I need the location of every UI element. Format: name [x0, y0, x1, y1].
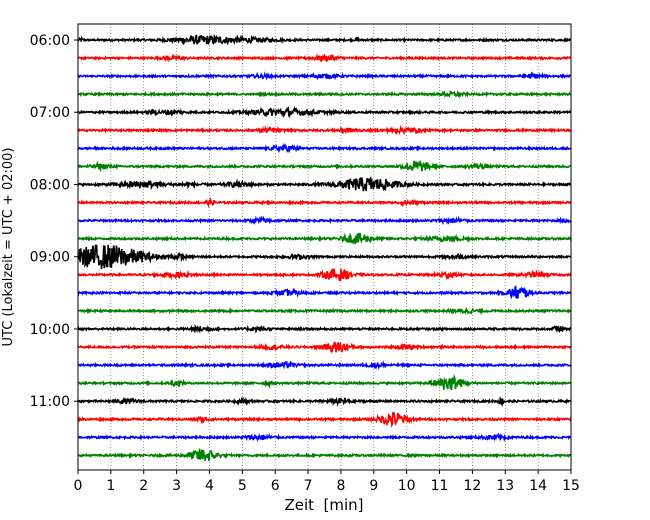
x-tick-label: 5 — [238, 478, 247, 494]
seismogram-trace — [77, 374, 572, 391]
y-tick-label: 09:00 — [30, 250, 70, 266]
seismogram-trace — [77, 159, 572, 173]
x-tick-label: 6 — [271, 478, 280, 494]
seismogram-trace — [77, 89, 572, 99]
y-axis-label: UTC (Lokalzeit = UTC + 02:00) — [1, 148, 16, 347]
seismogram-trace — [77, 232, 572, 245]
y-tick-label: 07:00 — [30, 105, 70, 121]
y-tick-label: 06:00 — [30, 33, 70, 49]
x-tick-label: 7 — [304, 478, 313, 494]
seismogram-trace — [77, 307, 572, 316]
seismogram-trace — [77, 215, 572, 226]
y-tick-label: 11:00 — [30, 394, 70, 410]
seismogram-trace — [77, 71, 572, 81]
y-axis: 06:00 07:00 08:00 09:00 10:00 11:00 — [30, 33, 78, 410]
plot-frame — [77, 23, 572, 471]
seismogram-trace — [77, 244, 572, 270]
x-tick-label: 12 — [463, 478, 481, 494]
x-tick-label: 15 — [562, 478, 580, 494]
seismogram-trace — [77, 448, 572, 462]
x-tick-label: 10 — [398, 478, 416, 494]
seismogram-trace — [77, 324, 572, 334]
x-tick-label: 0 — [74, 478, 83, 494]
seismogram-trace — [77, 268, 572, 282]
y-tick-label: 08:00 — [30, 177, 70, 193]
x-tick-label: 8 — [336, 478, 345, 494]
x-tick-label: 11 — [431, 478, 449, 494]
seismogram-trace — [77, 105, 572, 119]
x-tick-label: 1 — [106, 478, 115, 494]
vertical-grid — [110, 24, 539, 470]
seismogram-trace — [77, 53, 572, 63]
seismogram-trace — [77, 396, 572, 408]
x-tick-label: 4 — [205, 478, 214, 494]
x-tick-label: 14 — [529, 478, 547, 494]
seismogram-trace — [77, 196, 572, 209]
x-tick-label: 3 — [172, 478, 181, 494]
seismogram-trace — [77, 175, 572, 192]
x-axis: 0 1 2 3 4 5 6 7 8 9 10 11 12 13 14 15 — [74, 470, 580, 494]
x-tick-label: 9 — [369, 478, 378, 494]
seismogram-trace — [77, 432, 572, 443]
seismogram-trace — [77, 411, 572, 429]
seismogram-trace — [77, 142, 572, 154]
x-tick-label: 13 — [496, 478, 514, 494]
seismogram-trace — [77, 360, 572, 371]
seismogram-trace — [77, 124, 572, 136]
x-tick-label: 2 — [139, 478, 148, 494]
seismogram-traces — [77, 33, 572, 462]
seismogram-trace — [77, 341, 572, 354]
seismogram-trace — [77, 33, 572, 46]
x-axis-label: Zeit [min] — [284, 496, 363, 514]
y-tick-label: 10:00 — [30, 322, 70, 338]
seismogram-trace — [77, 285, 572, 300]
